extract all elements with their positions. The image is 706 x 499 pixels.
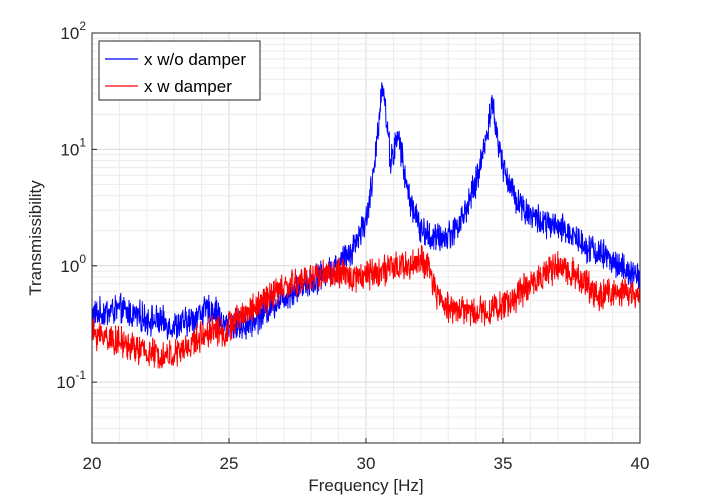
x-tick-label: 20 [83,454,102,473]
x-tick-label: 35 [494,454,513,473]
x-tick-label: 40 [631,454,650,473]
x-axis-label: Frequency [Hz] [308,476,423,495]
series-line-1 [91,82,641,340]
y-tick-label: 101 [60,135,86,159]
y-tick-label: 102 [60,19,86,43]
legend-label-series-1: x w/o damper [144,50,246,69]
series-layer [91,82,641,369]
y-tick-label: 100 [60,252,86,276]
ticks: 20 25 30 35 40 10-1 100 101 102 [56,19,649,473]
x-tick-label: 25 [220,454,239,473]
legend-box [98,40,261,101]
series-line-2 [91,244,641,369]
x-tick-label: 30 [357,454,376,473]
legend: x w/o damper x w damper [98,40,261,101]
y-tick-label: 10-1 [56,368,86,392]
legend-label-series-2: x w damper [144,77,232,96]
y-axis-label: Transmissibility [26,180,45,296]
